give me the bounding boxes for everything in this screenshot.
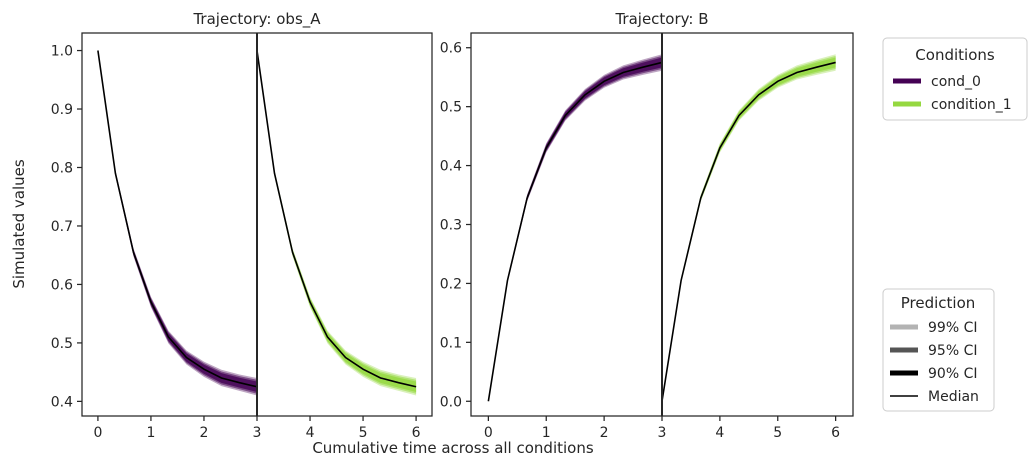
y-tick-label: 0.5 [51,336,73,352]
x-tick-label: 3 [658,425,667,441]
y-tick-label: 0.4 [440,159,462,175]
y-tick-label: 0.2 [440,276,462,292]
x-tick-label: 1 [542,425,551,441]
x-tick-label: 6 [412,425,421,441]
band-ci95-condition-1 [257,50,417,394]
median-line-condition-1 [661,61,836,402]
legend-label-median: Median [928,389,979,405]
x-axis-label: Cumulative time across all conditions [312,439,594,457]
x-tick-label: 3 [253,425,262,441]
median-line-condition-1 [256,50,417,388]
median-line-cond-0 [97,50,258,388]
plot-area [487,54,836,402]
legend-prediction-title: Prediction [901,294,976,312]
y-tick-label: 0.1 [440,335,462,351]
legend-conditions-frame [882,37,1028,121]
legend-label-cond-0: cond_0 [931,74,981,90]
y-tick-label: 0.3 [440,218,462,234]
y-tick-label: 0.5 [440,100,462,116]
panel-b: Trajectory: B 0 1 2 3 4 5 6 0.0 0.1 0.2 0.3 0.4 0.5 0.… [440,10,854,441]
x-tick-label: 6 [831,425,840,441]
legend-conditions-title: Conditions [915,46,995,64]
legend-prediction: Prediction 99% CI 95% CI 90% CI Median [882,288,995,412]
x-tick-label: 0 [93,425,102,441]
legend-prediction-frame [882,288,995,412]
legend-label-ci90: 90% CI [928,366,977,382]
panel-obs-a: Trajectory: obs_A 0 1 2 3 4 5 6 0.4 0.5 0.6 0.7 0.8 0… [51,10,433,441]
y-tick-label: 0.6 [51,277,73,293]
x-tick-label: 4 [306,425,315,441]
y-tick-label: 0.4 [51,394,73,410]
legend-label-ci95: 95% CI [928,343,977,359]
y-tick-label: 0.7 [51,219,73,235]
x-tick-label: 4 [715,425,724,441]
y-tick-label: 0.9 [51,102,73,118]
x-tick-label: 2 [600,425,609,441]
panel-title: Trajectory: obs_A [192,10,321,29]
x-tick-label: 5 [773,425,782,441]
y-tick-label: 0.8 [51,160,73,176]
legend-conditions: Conditions cond_0 condition_1 [882,37,1028,121]
y-axis-label: Simulated values [10,159,28,289]
median-line-cond-0 [487,61,663,402]
legend-label-condition-1: condition_1 [931,97,1012,113]
y-tick-label: 0.0 [440,394,462,410]
band-ci95-cond-0 [97,50,257,394]
x-tick-label: 0 [484,425,493,441]
panel-title: Trajectory: B [614,10,708,28]
x-tick-label: 1 [146,425,155,441]
y-tick-label: 1.0 [51,44,73,60]
plot-area [97,50,417,396]
x-tick-label: 2 [200,425,209,441]
x-tick-label: 5 [359,425,368,441]
legend-label-ci99: 99% CI [928,320,977,336]
y-tick-label: 0.6 [440,41,462,57]
